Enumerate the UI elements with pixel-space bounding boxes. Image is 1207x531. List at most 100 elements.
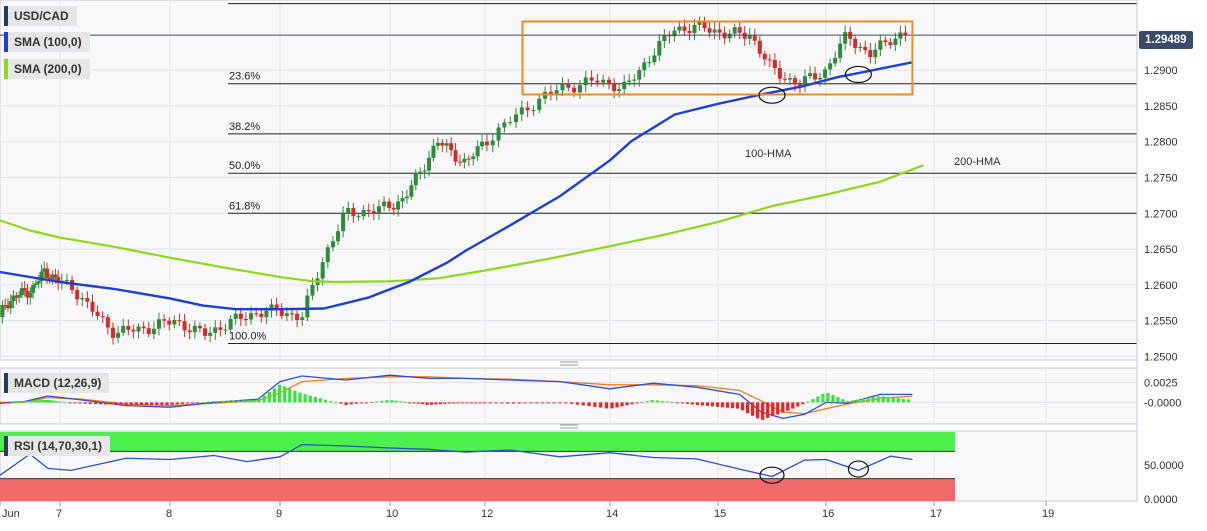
fib-level-label: 50.0% xyxy=(229,160,260,172)
macd-hist-bar xyxy=(196,402,200,404)
candle-body xyxy=(105,317,110,328)
macd-hist-bar xyxy=(670,402,674,404)
macd-hist-bar xyxy=(730,402,735,409)
fib-level-label: 61.8% xyxy=(229,200,260,212)
x-tick-label: 9 xyxy=(276,508,282,520)
macd-hist-bar xyxy=(856,399,860,403)
macd-hist-bar xyxy=(68,402,72,404)
candle-body xyxy=(167,320,172,325)
macd-hist-bar xyxy=(359,402,363,404)
candle-body xyxy=(192,325,197,333)
range-box xyxy=(521,20,914,96)
candle-body xyxy=(833,57,838,64)
candle-body xyxy=(637,70,642,80)
candle-body xyxy=(566,83,571,88)
candlesticks xyxy=(0,16,908,345)
hma100-line xyxy=(0,61,913,311)
fib-level-label: 100.0% xyxy=(229,331,267,343)
macd-hist-bar xyxy=(552,402,556,404)
legend-sma200[interactable]: SMA (200,0) xyxy=(4,59,90,79)
macd-hist-bar xyxy=(720,402,725,408)
axes: 1.2900 1.2850 1.2800 1.2750 1.2700 1.2650 1.26… xyxy=(0,0,1184,520)
macd-hist-bar xyxy=(30,400,34,403)
candle-body xyxy=(100,315,105,318)
macd-hist-bar xyxy=(272,388,277,403)
macd-hist-bar xyxy=(581,402,585,406)
macd-hist-bar xyxy=(710,402,715,407)
candle-body xyxy=(858,46,863,48)
macd-hist-bar xyxy=(901,398,905,403)
macd-hist-bar xyxy=(63,402,67,404)
price-tick-label: 1.2500 xyxy=(1144,351,1178,363)
candle-body xyxy=(295,313,300,320)
candle-body xyxy=(813,73,818,80)
candle-body xyxy=(14,295,19,298)
candle-body xyxy=(607,79,611,83)
macd-hist-bar xyxy=(390,400,394,403)
candle-body xyxy=(627,80,632,82)
macd-hist-bar xyxy=(511,402,516,404)
price-tick-label: 1.2850 xyxy=(1144,101,1178,113)
candle-body xyxy=(53,274,58,278)
macd-hist-bar xyxy=(460,402,465,404)
annotation-200-hma: 200-HMA xyxy=(954,156,1001,168)
macd-hist-bar xyxy=(564,402,568,404)
macd-hist-bar xyxy=(896,398,900,403)
macd-hist-bar xyxy=(298,392,302,403)
overlays xyxy=(0,20,1137,484)
legend-symbol[interactable]: USD/CAD xyxy=(4,6,77,26)
candle-body xyxy=(422,170,427,172)
legend-rsi[interactable]: RSI (14,70,30,1) xyxy=(4,436,111,456)
macd-hist-bar xyxy=(5,402,9,404)
price-tick-label: 1.2750 xyxy=(1144,172,1178,184)
candle-body xyxy=(767,59,772,61)
candle-body xyxy=(883,40,888,43)
macd-tick-label: -0.0000 xyxy=(1144,397,1181,409)
rsi-swatch xyxy=(4,436,8,456)
price-tick-label: 1.2650 xyxy=(1144,244,1178,256)
candle-body xyxy=(677,26,682,31)
legend-macd[interactable]: MACD (12,26,9) xyxy=(4,373,110,393)
candle-body xyxy=(11,295,16,302)
candle-body xyxy=(121,325,126,333)
panel-resize-handle-1[interactable] xyxy=(560,361,578,366)
macd-hist-bar xyxy=(751,402,755,416)
macd-hist-bar xyxy=(83,402,87,404)
price-tick-label: 1.2600 xyxy=(1144,280,1178,292)
candle-body xyxy=(514,114,518,123)
macd-hist-bar xyxy=(523,402,527,404)
candle-body xyxy=(878,40,883,50)
macd-hist-bar xyxy=(740,402,745,411)
macd-hist-bar xyxy=(385,400,389,403)
candle-body xyxy=(157,319,161,329)
candle-body xyxy=(903,32,908,35)
macd-hist-bar xyxy=(615,402,619,408)
macd-hist-bar xyxy=(44,399,48,403)
candle-body xyxy=(787,78,792,80)
candle-body xyxy=(259,313,264,318)
fib-level-label: 0.0% xyxy=(229,0,254,3)
macd-hist-bar xyxy=(226,400,231,403)
price-tick-label: 1.2900 xyxy=(1144,65,1178,77)
macd-hist-bar xyxy=(695,402,699,406)
macd-hist-bar xyxy=(175,402,179,405)
macd-hist-bar xyxy=(438,402,442,405)
macd-hist-bar xyxy=(625,402,629,406)
panel-resize-handle-2[interactable] xyxy=(560,424,578,429)
macd-hist-bar xyxy=(119,402,123,405)
macd-hist-bar xyxy=(303,394,307,403)
candle-body xyxy=(797,84,802,87)
candle-body xyxy=(19,288,24,296)
rsi-zones xyxy=(0,432,955,501)
candle-body xyxy=(692,24,697,34)
macd-hist-bar xyxy=(407,402,412,404)
candle-body xyxy=(249,313,254,320)
candle-body xyxy=(233,313,238,319)
macd-hist-bar xyxy=(98,402,103,405)
macd-hist-bar xyxy=(364,402,369,404)
candle-body xyxy=(396,201,401,210)
legend-sma100[interactable]: SMA (100,0) xyxy=(4,32,90,52)
macd-hist-bar xyxy=(761,402,765,420)
macd-hist-bar xyxy=(685,402,689,404)
candle-body xyxy=(409,185,414,197)
